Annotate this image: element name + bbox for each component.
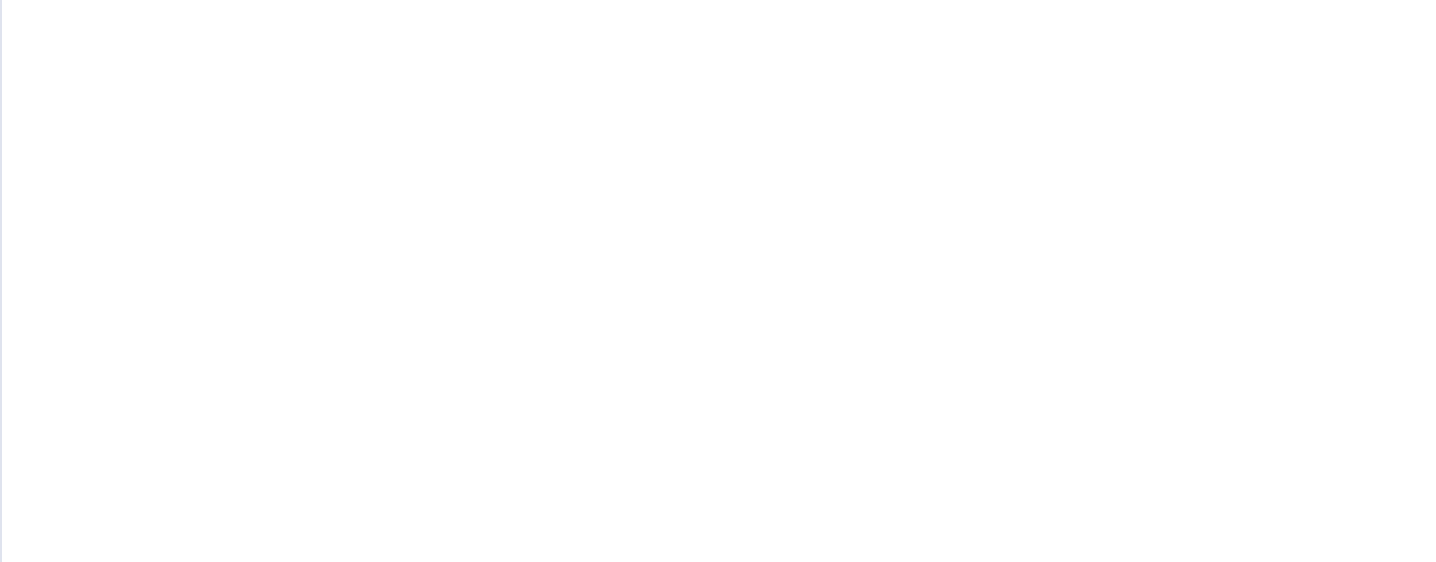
peptide-fragment-annotation <box>886 40 1258 98</box>
